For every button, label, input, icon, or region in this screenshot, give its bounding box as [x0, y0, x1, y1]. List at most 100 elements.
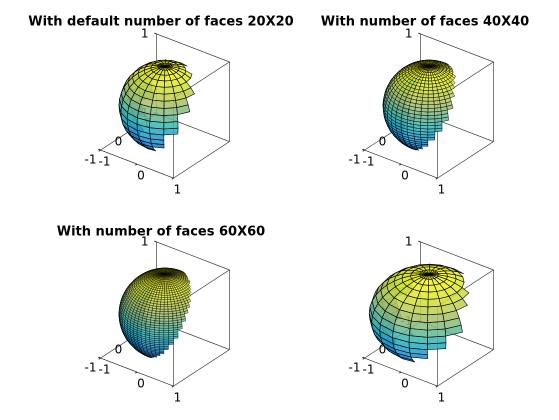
surface-face [427, 97, 435, 102]
subplot: With number of faces 40X40-101-101-101 [321, 15, 529, 197]
surface-face [428, 74, 432, 79]
surface-face [427, 291, 440, 300]
surface-face [427, 118, 436, 123]
surface-face [152, 92, 165, 102]
y-tick-label: 0 [379, 342, 387, 356]
surface-face [427, 107, 435, 113]
z-tick [154, 240, 157, 243]
surface-face [164, 290, 168, 294]
y-tick-label: -1 [349, 361, 361, 375]
y-tick [98, 356, 101, 359]
surface-face [150, 99, 165, 109]
surface-face [163, 336, 169, 340]
surface-face [163, 338, 169, 342]
y-tick-label: 0 [115, 342, 123, 356]
surface-face [371, 294, 379, 311]
axis-box-edge [437, 349, 494, 387]
surface-face [163, 327, 169, 331]
surface-face [427, 125, 436, 130]
surface-face [427, 321, 446, 331]
surface-face [163, 318, 169, 322]
surface-face [420, 121, 429, 127]
surface-face [164, 284, 167, 288]
surface-face [428, 72, 432, 76]
surface-face [163, 346, 169, 349]
surface-face [163, 340, 169, 344]
surface-face [427, 93, 434, 98]
z-tick-label: 1 [405, 234, 413, 248]
x-tick [399, 163, 402, 166]
z-tick-label: 1 [405, 26, 413, 40]
surface-face [427, 131, 436, 136]
surface-face [160, 297, 165, 300]
axis-box-edge [156, 241, 230, 271]
surface-face [167, 299, 172, 303]
surface-face [164, 292, 168, 296]
surface-face [163, 301, 168, 305]
surface-face [427, 128, 436, 133]
surface [368, 263, 470, 363]
surface-face [159, 320, 165, 324]
surface-face [421, 107, 429, 113]
axis-box-edge [173, 141, 230, 179]
surface-face [159, 318, 165, 322]
surface-face [163, 320, 169, 324]
surface-face [167, 297, 171, 300]
surface-face [427, 298, 442, 308]
x-tick [135, 163, 138, 166]
surface-face [420, 111, 429, 116]
surface-face [388, 87, 392, 95]
surface-face [164, 297, 168, 300]
surface-face [427, 122, 436, 127]
y-tick-label: -1 [349, 153, 361, 167]
surface-face [421, 104, 429, 109]
surface-face [163, 316, 169, 319]
x-tick-label: 0 [401, 169, 409, 183]
surface-face [166, 290, 170, 294]
surface-face [163, 304, 168, 307]
x-tick-label: 0 [401, 377, 409, 391]
z-tick [418, 32, 421, 35]
surface-face [161, 294, 165, 298]
surface-face [167, 301, 172, 305]
x-tick-label: -1 [363, 155, 375, 169]
surface-face [164, 295, 168, 298]
surface [118, 59, 195, 152]
surface-face [163, 344, 169, 347]
surface-face [163, 347, 169, 350]
surface-face [422, 90, 429, 95]
surface-face [125, 295, 129, 301]
surface-face [167, 308, 173, 312]
surface-face [163, 306, 169, 310]
surface-face [158, 336, 164, 340]
subplot: With default number of faces 20X20 -1 0 1 -1… [28, 15, 293, 197]
surface-face [427, 134, 436, 138]
surface-face [428, 77, 432, 82]
surface-face [431, 80, 437, 85]
surface-face [166, 294, 171, 298]
surface-face [427, 115, 436, 120]
surface-face [163, 100, 177, 109]
x-tick-label: 1 [174, 391, 182, 405]
surface-face [158, 330, 164, 333]
x-tick-label: 1 [438, 183, 446, 197]
y-tick [362, 356, 365, 359]
surface-face [428, 83, 433, 88]
z-tick-label: 1 [141, 26, 149, 40]
surface-face [164, 286, 167, 290]
surface-face [412, 305, 429, 316]
axis-box-edge [173, 349, 230, 387]
surface-face [163, 114, 179, 123]
surface-face [167, 311, 173, 315]
z-tick [154, 32, 157, 35]
surface-face [163, 311, 169, 315]
surface-face [158, 327, 164, 331]
surface-face [159, 316, 165, 319]
surface-face [164, 283, 167, 286]
y-tick-label: -1 [85, 361, 97, 375]
surface-face [163, 308, 169, 312]
y-tick-label: 0 [379, 134, 387, 148]
x-tick-label: -1 [99, 155, 111, 169]
surface-face [163, 325, 169, 329]
